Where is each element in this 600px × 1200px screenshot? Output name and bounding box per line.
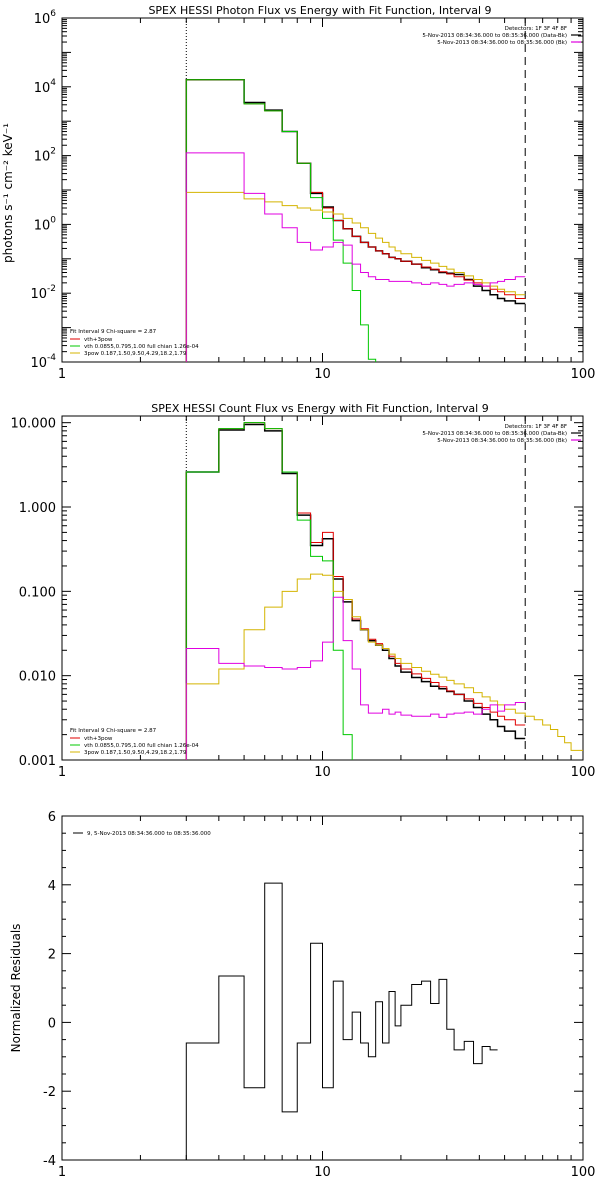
panel1-fit-total: vth+3pow — [84, 337, 113, 343]
panel1-series-3pow — [185, 191, 526, 362]
panel2-legend-top: Detectors: 1F 3F 4F 8F 5-Nov-2013 08:34:… — [422, 424, 581, 444]
panel2-x-tick-label: 1 — [58, 765, 66, 780]
panel3-legend: 9, 5-Nov-2013 08:34:36.000 to 08:35:36.0… — [73, 831, 211, 837]
panel3-y-tick-label: -4 — [43, 1154, 56, 1169]
panel1-y-tick-exponent: 6 — [50, 9, 56, 19]
panel1-y-tick-label: 104 — [34, 78, 57, 96]
panel1-y-tick-label: 10-2 — [30, 284, 56, 302]
panel3-legend-entry: 9, 5-Nov-2013 08:34:36.000 to 08:35:36.0… — [87, 831, 211, 837]
panel2-range-markers — [185, 416, 526, 760]
panel2-series-vth-3pow — [185, 422, 526, 760]
panel3-y-tick-label: 0 — [48, 1016, 56, 1031]
panel3-y-tick-label: -2 — [43, 1085, 56, 1100]
photon-flux-panel: SPEX HESSI Photon Flux vs Energy with Fi… — [1, 4, 595, 382]
panel1-legend-fit: Fit Interval 9 Chi-square = 2.87 vth+3po… — [70, 329, 199, 357]
panel2-legend-entry-data: 5-Nov-2013 08:34:36.000 to 08:35:36.000 … — [422, 431, 567, 437]
panel2-y-tick-label: 10.000 — [11, 417, 57, 432]
panel1-y-tick-label: 106 — [34, 9, 57, 27]
panel1-series-bk — [185, 152, 526, 362]
panel1-legend-header: Detectors: 1F 3F 4F 8F — [505, 26, 567, 32]
panel2-fit-total: vth+3pow — [84, 736, 113, 742]
panel1-range-markers — [185, 18, 526, 362]
panel1-fit-header: Fit Interval 9 Chi-square = 2.87 — [70, 329, 157, 335]
panel2-y-tick-label: 0.001 — [19, 754, 56, 769]
panel1-series — [185, 79, 526, 362]
panel1-x-tick-label: 100 — [571, 367, 596, 382]
panel2-legend-entry-bk: 5-Nov-2013 08:34:36.000 to 08:35:36.000 … — [437, 438, 567, 444]
panel2-series-vth — [185, 422, 353, 760]
panel1-y-tick-label: 10-4 — [30, 353, 56, 371]
residuals-panel: Normalized Residuals 1 10 100 -4 -2 0 2 4 6 9, 5… — [9, 810, 595, 1180]
panel3-x-tick-label: 100 — [571, 1165, 596, 1180]
panel2-title: SPEX HESSI Count Flux vs Energy with Fit… — [151, 402, 488, 415]
panel1-x-tick-label: 10 — [314, 367, 331, 382]
panel2-series-data-bk — [185, 423, 526, 760]
panel3-axes: 1 10 100 -4 -2 0 2 4 6 — [43, 810, 595, 1180]
panel2-series-bk — [185, 596, 526, 760]
panel1-y-tick-exponent: 2 — [50, 147, 56, 157]
panel2-y-tick-label: 0.010 — [19, 670, 56, 685]
panel1-legend-entry-data: 5-Nov-2013 08:34:36.000 to 08:35:36.000 … — [422, 33, 567, 39]
panel1-fit-3pow: 3pow 0.187,1.50,9.50,4.29,18.2,1.79 — [84, 351, 187, 357]
panel3-x-tick-label: 10 — [314, 1165, 331, 1180]
panel2-axes: 1 10 100 0.001 0.010 0.100 1.000 10.000 — [11, 415, 596, 780]
panel2-fit-3pow: 3pow 0.187,1.50,9.50,4.29,18.2,1.79 — [84, 750, 187, 756]
panel1-y-tick-exponent: 4 — [50, 78, 56, 88]
panel1-axes: 1 10 100 10-4 10-2 100 102 104 106 — [30, 9, 595, 382]
panel3-y-axis-label: Normalized Residuals — [9, 924, 23, 1053]
panel2-fit-vth: vth 0.0855,0.795,1.00 full chian 1.26e-0… — [84, 743, 199, 749]
panel2-y-tick-label: 1.000 — [19, 501, 56, 516]
panel3-series — [185, 882, 498, 1160]
panel1-fit-vth: vth 0.0855,0.795,1.00 full chian 1.26e-0… — [84, 344, 199, 350]
panel2-x-tick-label: 100 — [571, 765, 596, 780]
panel2-fit-header: Fit Interval 9 Chi-square = 2.87 — [70, 728, 157, 734]
panel1-y-tick-exponent: 0 — [50, 215, 56, 225]
count-flux-panel: SPEX HESSI Count Flux vs Energy with Fit… — [11, 402, 596, 780]
panel3-x-tick-label: 1 — [58, 1165, 66, 1180]
panel1-legend-entry-bk: 5-Nov-2013 08:34:36.000 to 08:35:36.000 … — [437, 40, 567, 46]
panel1-plot-frame — [61, 17, 584, 363]
panel2-series-3pow — [185, 573, 583, 760]
panel3-series-residuals — [185, 882, 498, 1160]
panel2-x-tick-label: 10 — [314, 765, 331, 780]
panel2-y-tick-label: 0.100 — [19, 585, 56, 600]
panel1-series-vth — [185, 79, 377, 362]
panel2-legend-fit: Fit Interval 9 Chi-square = 2.87 vth+3po… — [70, 728, 199, 756]
panel1-y-tick-exponent: -2 — [47, 284, 56, 294]
panel3-y-tick-label: 4 — [48, 879, 56, 894]
panel1-x-tick-label: 1 — [58, 367, 66, 382]
panel1-title: SPEX HESSI Photon Flux vs Energy with Fi… — [148, 4, 491, 17]
panel3-y-tick-label: 2 — [48, 948, 56, 963]
panel1-y-tick-label: 100 — [34, 215, 57, 233]
panel2-series — [185, 422, 583, 760]
panel3-y-tick-label: 6 — [48, 810, 56, 825]
panel2-legend-header: Detectors: 1F 3F 4F 8F — [505, 424, 567, 430]
panel1-y-axis-label: photons s⁻¹ cm⁻² keV⁻¹ — [1, 123, 15, 263]
panel1-y-tick-label: 102 — [34, 147, 56, 165]
panel1-y-tick-exponent: -4 — [47, 353, 56, 363]
panel1-legend-top: Detectors: 1F 3F 4F 8F 5-Nov-2013 08:34:… — [422, 26, 581, 46]
